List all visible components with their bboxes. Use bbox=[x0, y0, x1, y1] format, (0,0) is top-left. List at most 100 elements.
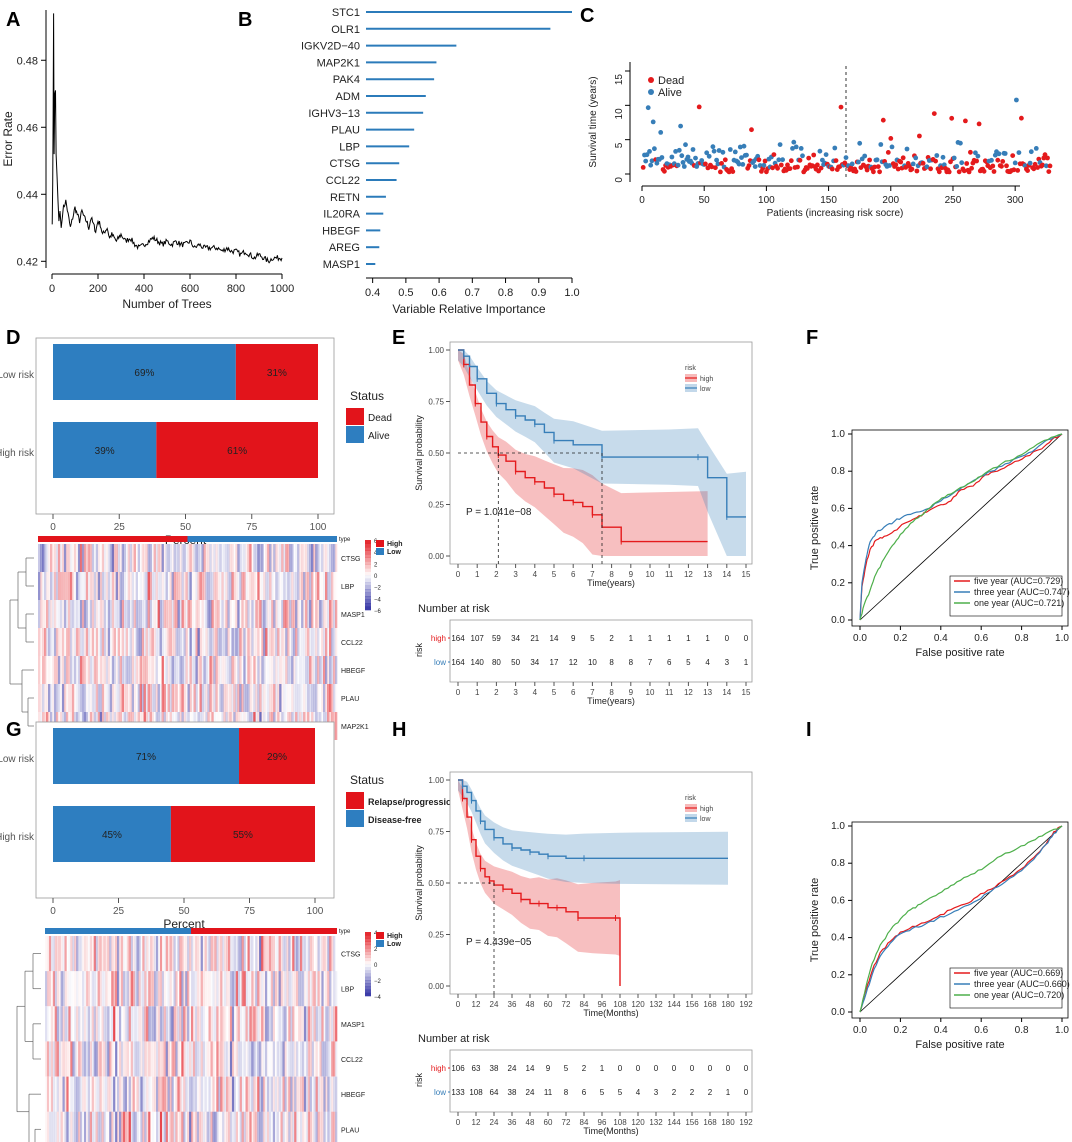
x-tick-label: 156 bbox=[685, 1118, 699, 1127]
risk-count: 34 bbox=[511, 634, 520, 643]
heatmap-cell bbox=[139, 600, 142, 628]
heatmap-cell bbox=[231, 971, 235, 1007]
heatmap-cell bbox=[299, 572, 302, 600]
x-tick-label: 192 bbox=[739, 1000, 753, 1009]
heatmap-cell bbox=[255, 572, 257, 600]
heatmap-cell bbox=[301, 684, 303, 712]
heatmap-cell bbox=[73, 628, 77, 656]
heatmap-cell bbox=[315, 600, 318, 628]
heatmap-cell bbox=[83, 572, 87, 600]
heatmap-cell bbox=[323, 1076, 326, 1112]
heatmap-cell bbox=[300, 1006, 303, 1042]
scale-cell bbox=[365, 960, 371, 965]
segment-label: 31% bbox=[267, 368, 287, 379]
heatmap-cell bbox=[111, 572, 115, 600]
risk-count: 0 bbox=[636, 1064, 641, 1073]
x-tick-label: 5 bbox=[552, 570, 557, 579]
patient-point bbox=[867, 157, 872, 163]
heatmap-cell bbox=[243, 1111, 246, 1142]
heatmap-cell bbox=[91, 544, 95, 572]
heatmap-cell bbox=[335, 936, 337, 971]
heatmap-cell bbox=[97, 1076, 100, 1112]
patient-point bbox=[1004, 163, 1009, 169]
heatmap-cell bbox=[284, 1076, 287, 1112]
risk-count: 3 bbox=[654, 1088, 659, 1097]
heatmap-cell bbox=[117, 971, 120, 1007]
heatmap-cell bbox=[99, 1111, 102, 1142]
heatmap-cell bbox=[62, 936, 65, 972]
heatmap-cell bbox=[167, 544, 170, 572]
heatmap-cell bbox=[130, 1006, 133, 1042]
heatmap-cell bbox=[265, 628, 268, 656]
heatmap-cell bbox=[333, 1006, 336, 1042]
heatmap-cell bbox=[58, 1111, 61, 1142]
type-legend-label: Low bbox=[387, 549, 402, 556]
heatmap-cell bbox=[93, 1041, 96, 1077]
heatmap-cell bbox=[233, 936, 236, 972]
heatmap-cell bbox=[73, 600, 77, 628]
heatmap-cell bbox=[305, 971, 309, 1007]
heatmap-cell bbox=[169, 1076, 172, 1112]
heatmap-cell bbox=[335, 1006, 338, 1042]
heatmap-cell bbox=[161, 1111, 164, 1142]
heatmap-cell bbox=[73, 544, 77, 572]
heatmap-cell bbox=[245, 544, 248, 572]
heatmap-cell bbox=[88, 936, 90, 971]
heatmap-cell bbox=[163, 1111, 166, 1142]
heatmap-cell bbox=[72, 1111, 75, 1142]
heatmap-cell bbox=[301, 628, 304, 656]
heatmap-cell bbox=[122, 1006, 126, 1042]
heatmap-cell bbox=[81, 600, 85, 628]
heatmap-cell bbox=[83, 1111, 87, 1142]
heatmap-cell bbox=[156, 936, 159, 972]
heatmap-cell bbox=[216, 971, 219, 1007]
heatmap-cell bbox=[288, 1076, 291, 1112]
heatmap-cell bbox=[145, 600, 148, 628]
heatmap-cell bbox=[128, 1076, 131, 1112]
risk-count: 9 bbox=[546, 1064, 551, 1073]
patient-point bbox=[718, 169, 723, 175]
patient-point bbox=[991, 169, 997, 174]
heatmap-cell bbox=[196, 971, 199, 1007]
risk-row-label: high bbox=[431, 634, 446, 643]
heatmap-cell bbox=[212, 1041, 215, 1077]
heatmap-cell bbox=[135, 656, 138, 684]
heatmap-cell bbox=[183, 600, 186, 628]
heatmap-cell bbox=[87, 1111, 90, 1142]
heatmap-cell bbox=[103, 1006, 106, 1042]
x-tick-label: 75 bbox=[246, 522, 258, 533]
heatmap-cell bbox=[95, 971, 98, 1007]
heatmap-cell bbox=[68, 971, 71, 1007]
risk-count: 8 bbox=[564, 1088, 569, 1097]
heatmap-cell bbox=[293, 628, 296, 656]
heatmap-cell bbox=[216, 1041, 219, 1077]
heatmap-cell bbox=[130, 1111, 133, 1142]
heatmap-cell bbox=[311, 600, 314, 628]
patient-point bbox=[647, 149, 652, 154]
heatmap-cell bbox=[222, 1006, 225, 1042]
heatmap-cell bbox=[55, 572, 59, 600]
scale-label: 2 bbox=[374, 947, 378, 953]
heatmap-cell bbox=[247, 1111, 250, 1142]
heatmap-cell bbox=[327, 600, 330, 628]
heatmap-cell bbox=[107, 1041, 110, 1077]
heatmap-cell bbox=[202, 1006, 205, 1042]
heatmap-cell bbox=[103, 936, 106, 972]
heatmap-cell bbox=[255, 1111, 258, 1142]
heatmap-cell bbox=[74, 971, 77, 1007]
heatmap-cell bbox=[315, 1076, 318, 1112]
heatmap-cell bbox=[214, 1077, 216, 1112]
heatmap-cell bbox=[304, 1041, 306, 1076]
heatmap-cell bbox=[291, 600, 294, 628]
heatmap-cell bbox=[279, 656, 282, 684]
heatmap-cell bbox=[217, 572, 220, 600]
heatmap-cell bbox=[215, 628, 218, 656]
heatmap-cell bbox=[50, 684, 53, 712]
heatmap-cell bbox=[45, 1077, 47, 1112]
gene-label: HBEGF bbox=[341, 668, 365, 675]
heatmap-cell bbox=[301, 656, 304, 684]
heatmap-cell bbox=[194, 1041, 198, 1077]
heatmap-cell bbox=[315, 572, 318, 600]
heatmap-cell bbox=[137, 544, 140, 572]
heatmap-cell bbox=[325, 1076, 328, 1112]
